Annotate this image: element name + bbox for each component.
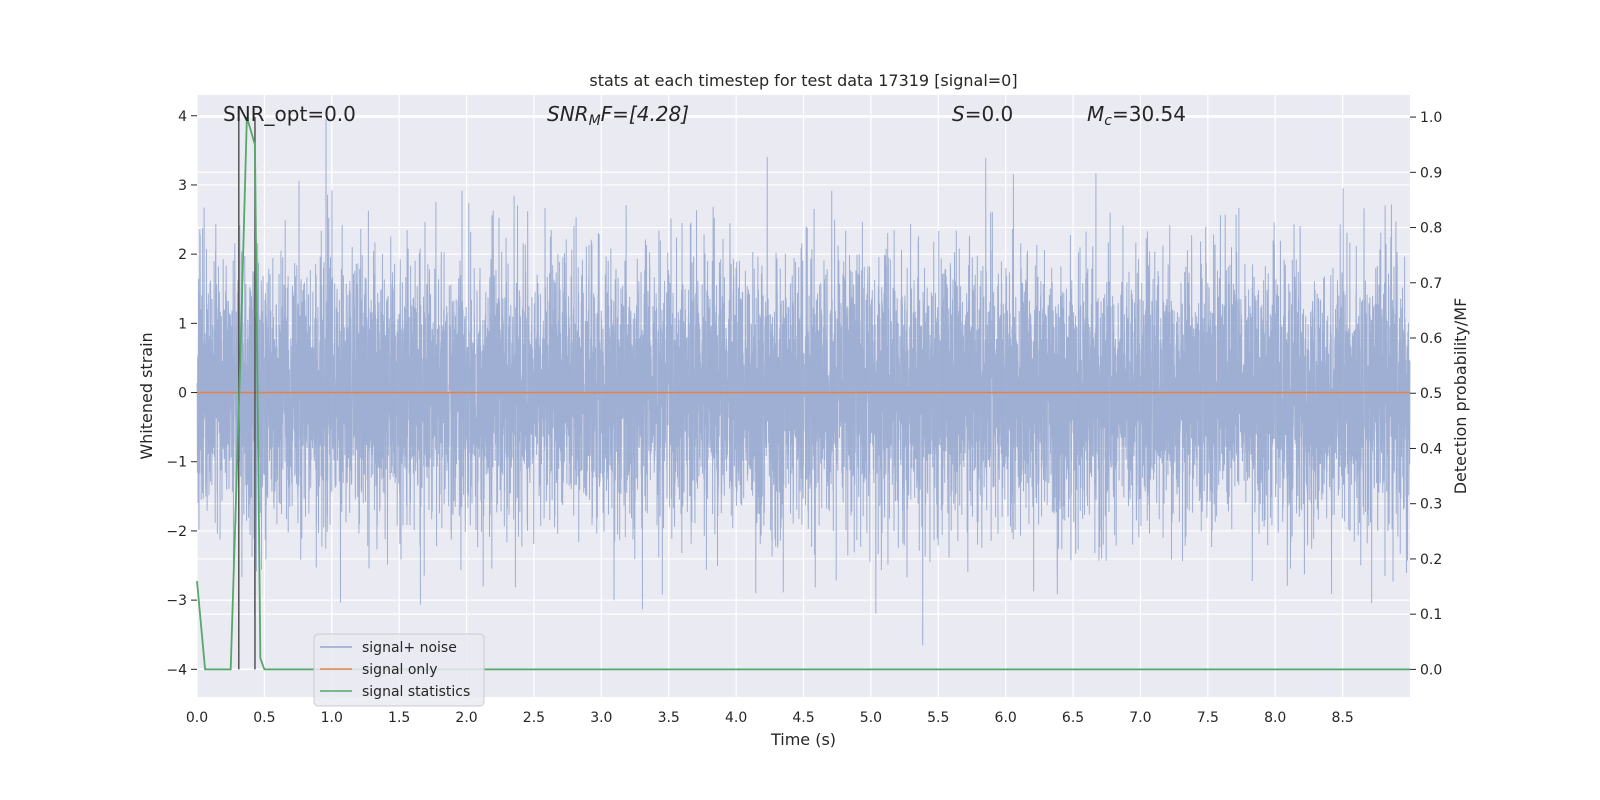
y2-tick-label: 0.9 — [1420, 165, 1442, 181]
y-tick-label: 0 — [178, 386, 187, 402]
x-tick-label: 6.5 — [1062, 710, 1084, 726]
x-tick-label: 8.0 — [1264, 710, 1286, 726]
x-tick-label: 0.0 — [186, 710, 208, 726]
x-tick-label: 5.5 — [927, 710, 949, 726]
y-tick-label: 2 — [178, 247, 187, 263]
y2-tick-label: 0.0 — [1420, 662, 1442, 678]
y-tick-label: −2 — [166, 524, 187, 540]
y2-tick-label: 0.2 — [1420, 552, 1442, 568]
annotation-snr-opt: SNR_opt=0.0 — [223, 102, 356, 126]
y-tick-label: 3 — [178, 178, 187, 194]
y-tick-label: −1 — [166, 455, 187, 471]
x-tick-label: 0.5 — [253, 710, 275, 726]
x-tick-label: 7.5 — [1197, 710, 1219, 726]
y2-tick-label: 0.5 — [1420, 386, 1442, 402]
x-tick-label: 1.0 — [321, 710, 343, 726]
y2-tick-label: 0.4 — [1420, 441, 1442, 457]
annotation-s-value: =0.0 — [965, 102, 1014, 126]
annotation-s-italic: S — [952, 102, 965, 126]
y2-tick-label: 0.7 — [1420, 276, 1442, 292]
annotation-mc-sub: c — [1104, 113, 1112, 129]
y-tick-label: 1 — [178, 316, 187, 332]
x-tick-label: 6.0 — [995, 710, 1017, 726]
series-signal-noise — [196, 119, 1411, 646]
annotations: SNR_opt=0.0 SNRMF=[4.28] S=0.0 Mc=30.54 — [223, 102, 1186, 129]
annotation-s: S=0.0 — [952, 102, 1013, 126]
annotation-snr-mf: SNRMF=[4.28] — [547, 102, 689, 129]
annotation-snr-mf-main: SNR — [547, 102, 589, 126]
legend-label-signal-noise: signal+ noise — [362, 640, 457, 656]
legend-box — [313, 633, 485, 707]
annotation-mc-main: M — [1087, 102, 1104, 126]
x-tick-label: 7.0 — [1129, 710, 1151, 726]
y2-axis-ticks: 1.0 0.9 0.8 0.7 0.6 0.5 0.4 0.3 0.2 0.1 0.0 — [1410, 110, 1442, 678]
annotation-mc-value: =30.54 — [1112, 102, 1186, 126]
x-tick-label: 4.5 — [792, 710, 814, 726]
noise-line — [196, 119, 1411, 646]
y2-tick-label: 0.6 — [1420, 331, 1442, 347]
y2-tick-label: 1.0 — [1420, 110, 1442, 126]
annotation-snr-mf-sub: M — [589, 113, 601, 129]
y-tick-label: −3 — [166, 593, 187, 609]
y-axis-ticks: 4 3 2 1 0 −1 −2 −3 −4 — [166, 109, 197, 678]
y2-tick-label: 0.8 — [1420, 221, 1442, 237]
y-axis-label: Whitened strain — [137, 332, 156, 459]
annotation-snr-mf-rest-italic: F=[4.28] — [601, 102, 689, 126]
x-axis-ticks: 0.0 0.5 1.0 1.5 2.0 2.5 3.0 3.5 4.0 4.5 5.0 5.5 6.0 6… — [186, 710, 1354, 726]
x-tick-label: 3.5 — [658, 710, 680, 726]
legend: signal+ noise signal only signal statist… — [313, 633, 485, 707]
y-tick-label: −4 — [166, 662, 187, 678]
legend-label-signal-statistics: signal statistics — [362, 684, 470, 700]
y2-axis-label: Detection probability/MF — [1451, 298, 1470, 495]
x-tick-label: 2.5 — [523, 710, 545, 726]
y2-tick-label: 0.1 — [1420, 607, 1442, 623]
x-tick-label: 4.0 — [725, 710, 747, 726]
y-tick-label: 4 — [178, 109, 187, 125]
legend-label-signal-only: signal only — [362, 662, 437, 678]
x-tick-label: 3.0 — [590, 710, 612, 726]
x-tick-label: 1.5 — [388, 710, 410, 726]
x-axis-label: Time (s) — [770, 730, 836, 749]
annotation-mc: Mc=30.54 — [1087, 102, 1186, 129]
y2-tick-label: 0.3 — [1420, 497, 1442, 513]
series-signal-statistics — [196, 116, 1410, 671]
x-tick-label: 2.0 — [455, 710, 477, 726]
signal-statistics-line — [196, 116, 1410, 671]
x-tick-label: 8.5 — [1331, 710, 1353, 726]
chart-title: stats at each timestep for test data 173… — [589, 71, 1017, 90]
x-tick-label: 5.0 — [860, 710, 882, 726]
